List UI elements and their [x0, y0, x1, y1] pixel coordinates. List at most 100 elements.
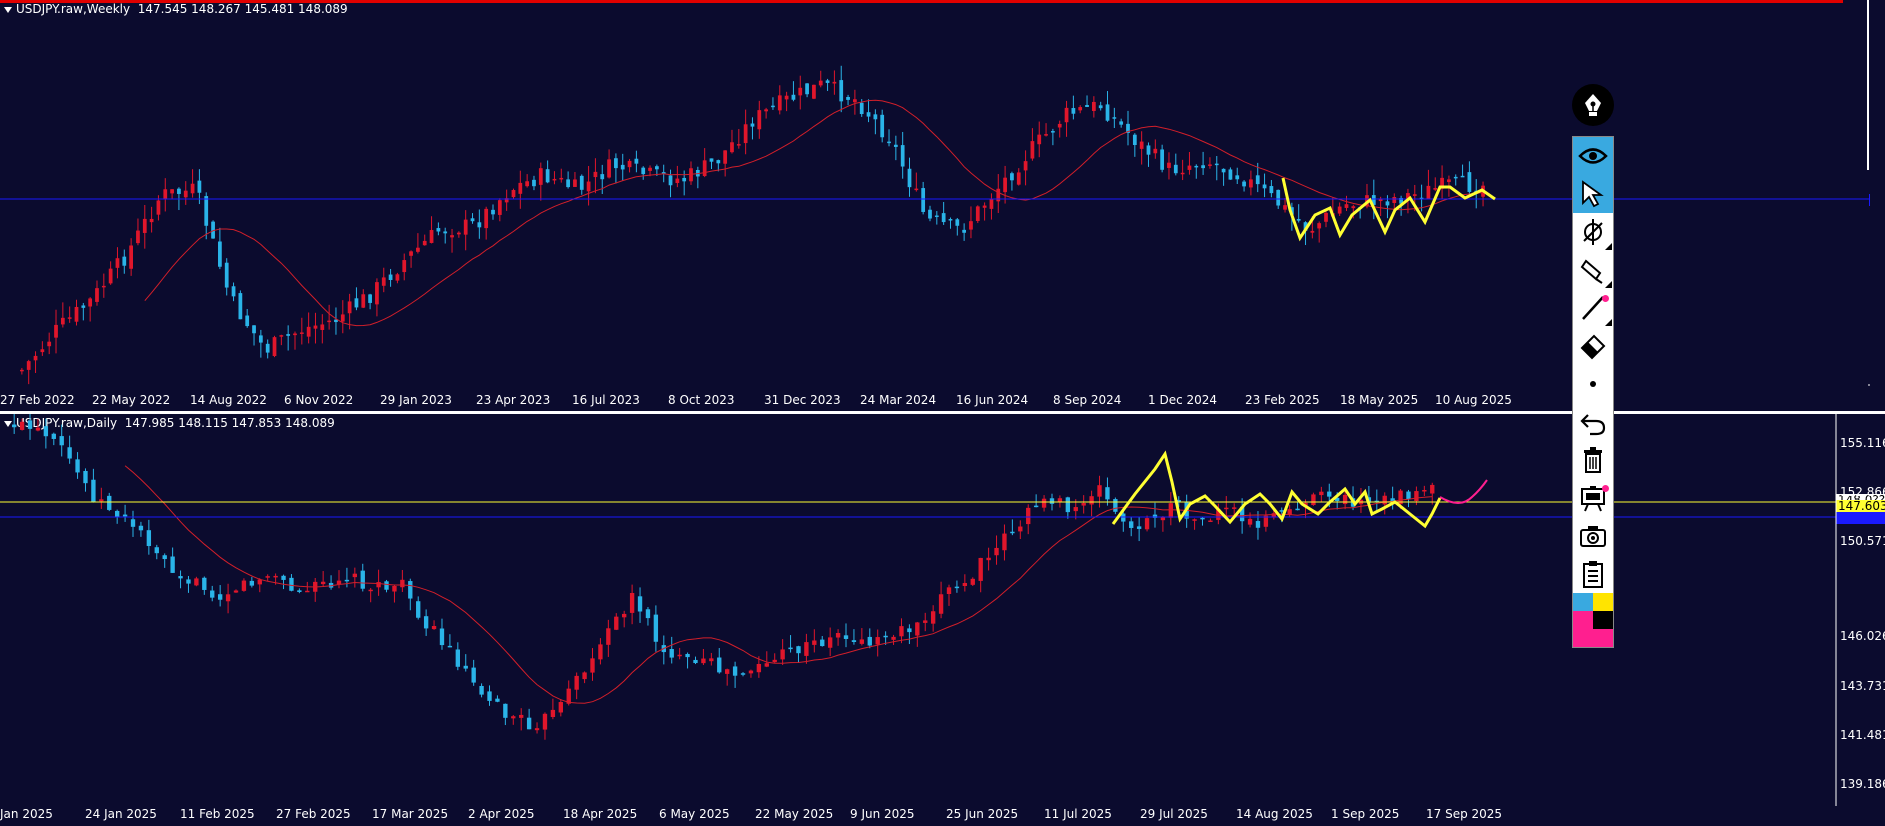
candle-body [1422, 490, 1427, 492]
candle-body [376, 582, 381, 588]
candle-body [289, 577, 294, 591]
candle-body [1112, 117, 1117, 119]
candle-body [1041, 498, 1047, 508]
candle-body [19, 421, 25, 430]
candle-body [818, 80, 823, 86]
collapse-triangle-icon[interactable] [4, 6, 12, 13]
swatch-yellow[interactable] [1593, 593, 1613, 611]
candle-body [1447, 179, 1451, 183]
camera-icon[interactable] [1573, 517, 1613, 555]
weekly-ohlc: 147.545 148.267 145.481 148.089 [137, 2, 348, 16]
swatch-pink-2[interactable] [1573, 629, 1593, 647]
candle-body [825, 80, 830, 83]
trash-icon[interactable] [1573, 441, 1613, 479]
line-icon[interactable] [1573, 289, 1613, 327]
candle-body [750, 123, 755, 127]
candle-body [238, 293, 243, 320]
candle-body [1414, 491, 1419, 502]
clipboard-icon[interactable] [1573, 555, 1613, 593]
moving-average-line [144, 99, 1484, 327]
candle-body [27, 420, 33, 429]
candle-body [716, 160, 721, 164]
candle-body [384, 581, 389, 590]
candle-body [701, 658, 706, 664]
candle-body [859, 102, 864, 115]
cursor-icon[interactable] [1573, 175, 1613, 213]
candle-body [645, 609, 651, 619]
pen-logo-icon[interactable] [1572, 84, 1614, 126]
candle-body [60, 317, 65, 325]
candle-body [26, 361, 31, 370]
candle-body [388, 274, 393, 281]
candle-body [1208, 164, 1212, 166]
swatch-blue[interactable] [1573, 593, 1593, 611]
swatch-black[interactable] [1593, 611, 1613, 629]
candle-body [1081, 503, 1086, 506]
swatch-pink-3[interactable] [1593, 629, 1613, 647]
candle-body [122, 514, 128, 517]
candle-body [1399, 197, 1403, 204]
swatch-pink[interactable] [1573, 611, 1593, 629]
presentation-icon[interactable] [1573, 479, 1613, 517]
candle-body [361, 294, 366, 308]
candle-body [95, 288, 99, 302]
y-axis-tick-label: 143.731 [1840, 679, 1885, 693]
candle-body [629, 592, 635, 613]
x-axis-tick-label: 27 Feb 2022 [0, 393, 75, 407]
undo-icon[interactable] [1573, 403, 1613, 441]
candle-body [743, 124, 748, 144]
candle-body [281, 575, 286, 580]
collapse-triangle-icon[interactable] [4, 420, 12, 427]
candle-body [777, 95, 782, 111]
candle-body [20, 369, 24, 372]
candle-body [1173, 164, 1178, 174]
x-axis-tick-label: 23 Apr 2023 [476, 393, 550, 407]
candle-body [812, 84, 816, 99]
candle-body [1194, 165, 1199, 168]
candle-body [129, 245, 134, 269]
candle-body [1002, 533, 1007, 551]
candle-body [265, 343, 270, 353]
candle-body [1344, 204, 1349, 208]
projection-curve [1439, 479, 1488, 504]
candle-body [1255, 521, 1261, 528]
daily-chart-pane[interactable]: USDJPY.raw,Daily 147.985 148.115 147.853… [0, 414, 1885, 826]
candle-body [1263, 515, 1269, 527]
weekly-chart-pane[interactable]: USDJPY.raw,Weekly 147.545 148.267 145.48… [0, 0, 1870, 414]
x-axis-tick-label: 8 Sep 2024 [1053, 393, 1121, 407]
candle-body [573, 179, 577, 187]
eye-icon[interactable] [1573, 137, 1613, 175]
candle-body [1018, 526, 1023, 532]
x-axis-tick-label: 22 May 2022 [92, 393, 170, 407]
candle-body [272, 337, 277, 357]
candle-body [273, 575, 278, 578]
candle-body [614, 158, 618, 169]
candle-body [1224, 507, 1229, 510]
candle-body [930, 611, 936, 624]
candle-body [552, 178, 557, 181]
candle-body [233, 590, 239, 593]
candle-body [1433, 188, 1438, 190]
candle-body [1324, 212, 1328, 222]
candle-body [887, 141, 891, 144]
candle-body [899, 626, 904, 637]
candle-body [286, 334, 291, 336]
candle-body [35, 427, 41, 431]
candle-body [839, 80, 844, 102]
pane-separator[interactable] [0, 411, 1885, 414]
crosshair-icon[interactable] [1573, 213, 1613, 251]
candle-body [791, 94, 796, 100]
candle-body [1016, 172, 1021, 185]
candle-body [344, 579, 350, 582]
candle-body [146, 530, 152, 547]
candle-body [1105, 487, 1110, 500]
candle-body [115, 258, 120, 268]
highlighter-icon[interactable] [1573, 251, 1613, 289]
daily-symbol: USDJPY.raw,Daily [16, 416, 118, 430]
dot-size-icon[interactable] [1573, 365, 1613, 403]
candle-body [725, 669, 730, 674]
candle-body [1089, 496, 1094, 505]
eraser-icon[interactable] [1573, 327, 1613, 365]
